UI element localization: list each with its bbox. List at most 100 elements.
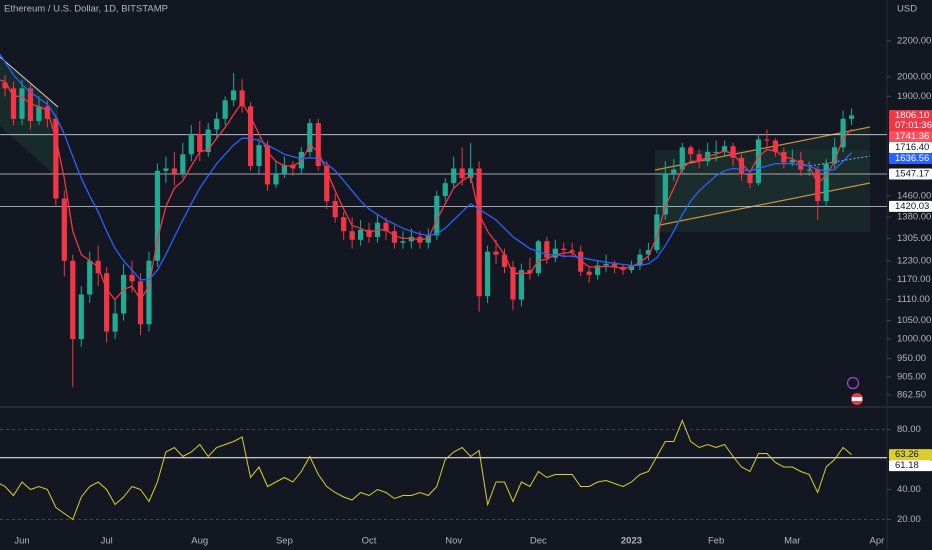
candle-body [493, 251, 499, 255]
candle-body [721, 146, 728, 152]
candle-body [501, 254, 508, 267]
moving-average [0, 79, 853, 301]
marks: 2200.00 2000.00 1900.00 1460.00 1380.00 1305.… [0, 35, 932, 547]
candle-body [603, 263, 609, 266]
candle-body [848, 115, 855, 119]
candle-body [171, 168, 177, 174]
candle-body [366, 229, 372, 237]
candle-body [679, 147, 685, 170]
candle-body [815, 169, 821, 202]
x-tick-label: Aug [191, 536, 208, 547]
candle-body [315, 123, 321, 167]
candle-body [281, 164, 288, 174]
candle-body [840, 118, 846, 148]
candle-body [688, 147, 694, 155]
candle-body [70, 260, 76, 340]
y-tick-label: 950.00 [897, 353, 926, 364]
rsi-level-label: 61.18 [895, 460, 919, 471]
candle-body [163, 168, 169, 171]
candle-body [78, 294, 84, 340]
candle-body [391, 231, 398, 243]
candle-body [408, 236, 414, 242]
x-tick-label: Dec [530, 536, 547, 547]
candle-body [832, 147, 838, 164]
price-label-countdown: 07:01:36 [895, 120, 932, 131]
x-tick-label: Nov [445, 536, 462, 547]
y-tick-label: 1230.00 [897, 255, 931, 266]
candle-body [611, 263, 618, 267]
candle-body [19, 88, 25, 119]
candle-body [696, 154, 702, 162]
candle-body [10, 88, 17, 119]
candle-body [654, 214, 660, 251]
candle-body [264, 145, 271, 185]
price-label: 1420.03 [895, 201, 929, 212]
y-tick-label: 2200.00 [897, 35, 931, 46]
y-tick-label: 1305.00 [897, 233, 931, 244]
candle-body [112, 313, 118, 332]
candle-body [205, 129, 211, 152]
candle-body [61, 198, 67, 261]
y-tick-label: 20.00 [897, 514, 921, 525]
candle-body [476, 168, 482, 297]
candle-body [662, 173, 668, 215]
candle-body [231, 90, 237, 101]
candle-body [214, 118, 220, 130]
rsi-value-label-box [889, 449, 932, 461]
y-tick-label: 1900.00 [897, 91, 931, 102]
candle-body [755, 139, 762, 184]
x-tick-label: Mar [784, 536, 800, 547]
price-label: 1741.36 [895, 131, 929, 142]
y-tick-label: 905.00 [897, 371, 926, 382]
candle-body [36, 106, 42, 121]
channel-lower [654, 182, 871, 227]
candle-body [222, 100, 228, 119]
channel-upper [654, 126, 871, 171]
candle-body [400, 241, 406, 243]
candle-body [671, 169, 677, 174]
candle-body [53, 118, 59, 199]
event-icon-flag [852, 397, 862, 401]
candle-body [823, 163, 829, 202]
price-label-box [889, 109, 932, 131]
candle-body [544, 241, 550, 258]
price-label: 1716.40 [895, 142, 929, 153]
candle-body [552, 248, 558, 258]
x-tick-label: Jul [101, 536, 113, 547]
rsi-level-label-box [889, 460, 932, 472]
price-label-box [889, 141, 932, 153]
price-label: 1636.56 [895, 153, 929, 164]
candle-body [341, 217, 347, 232]
candle-body [561, 248, 567, 251]
y-tick-label: 2000.00 [897, 71, 931, 82]
rsi-line [0, 419, 852, 521]
price-label-box [889, 200, 932, 212]
candle-body [154, 170, 161, 261]
candle-body [120, 274, 127, 314]
currency: USD [897, 4, 917, 15]
y-tick-label: 40.00 [897, 484, 921, 495]
candle-body [146, 260, 152, 325]
candle-body [569, 250, 575, 252]
price-label: 1547.17 [895, 168, 929, 179]
channel-line-left [0, 56, 59, 108]
y-tick-label: 1460.00 [897, 190, 931, 201]
candle-body [239, 90, 245, 107]
chart-title: Ethereum / U.S. Dollar, 1D, BITSTAMP [4, 4, 168, 15]
candle-body [468, 168, 474, 179]
y-tick-label: 1050.00 [897, 315, 931, 326]
y-tick-label: 1170.00 [897, 274, 931, 285]
candle-body [2, 82, 8, 89]
x-tick-label: Sep [276, 536, 293, 547]
candle-body [87, 260, 93, 295]
candle-body [789, 160, 795, 163]
candle-body [332, 201, 338, 218]
x-tick-label: Jun [14, 536, 29, 547]
candle-body [764, 139, 770, 141]
candle-body [324, 166, 330, 202]
event-icon[interactable] [846, 376, 860, 390]
rsi-value-label: 63.26 [895, 449, 919, 460]
candle-body [459, 168, 465, 179]
